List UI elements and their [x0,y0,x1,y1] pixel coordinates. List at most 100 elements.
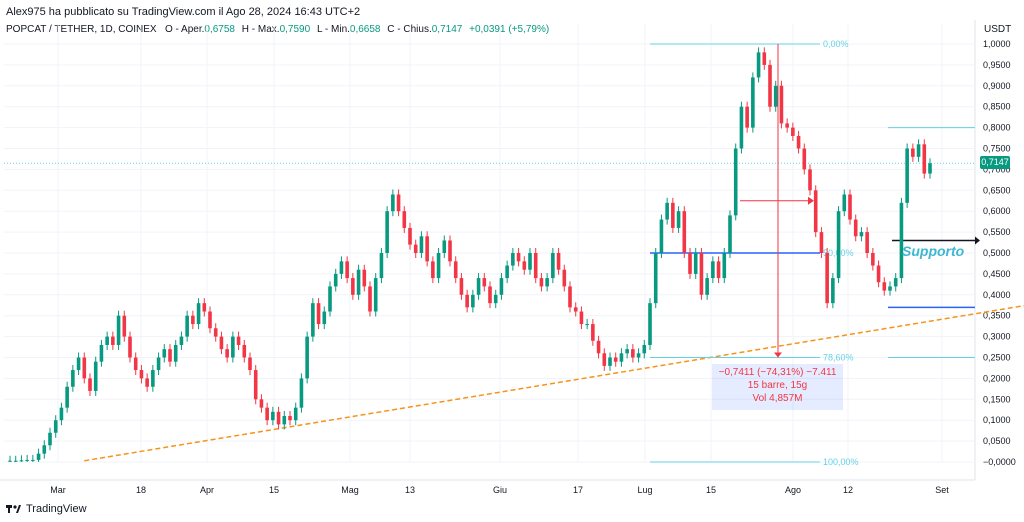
candle-body [911,148,915,157]
currency-label[interactable]: USDT [984,24,1012,35]
y-tick-label: 0,7000 [983,164,1011,174]
candle-body [339,261,344,274]
symbol-name[interactable]: POPCAT / TETHER, 1D, COINEX [6,24,157,35]
candle-body [202,303,207,312]
y-tick-label: 0,4000 [983,290,1011,300]
candle-body [768,64,772,107]
candle-body [379,253,384,279]
y-tick-label: 0,3000 [983,332,1011,342]
support-label: Supporto [902,243,965,259]
candle-body [505,265,509,279]
candle-body [511,253,515,266]
candle-body [133,357,138,371]
ascending-trendline [84,304,1024,462]
candle-body [756,52,761,78]
candle-body [53,420,58,433]
candle-body [499,278,504,295]
candle-body [373,278,378,312]
candle-body [585,324,589,326]
candle-body [413,244,418,253]
brand-footer[interactable]: TradingView [6,503,87,515]
candle-body [8,460,12,462]
candle-body [185,315,189,337]
candle-body [48,432,52,446]
candle-body [453,261,458,279]
x-tick-label: 12 [843,485,853,495]
candle-body [631,349,635,358]
candle-body [105,336,109,345]
candle-body [465,294,469,308]
candle-body [739,106,744,149]
measure-bars: 15 barre, 15g [747,380,808,391]
x-tick-label: Mar [50,485,66,495]
y-tick-label: 0,1000 [983,415,1011,425]
candle-body [19,460,24,462]
candle-body [333,273,338,287]
low-value: 0,6658 [349,24,381,35]
candle-body [396,194,401,212]
candle-body [825,253,829,304]
candle-body [625,349,629,354]
candle-body [619,353,624,362]
y-tick-label: 0,8500 [983,102,1011,112]
candle-body [116,315,121,345]
candle-body [705,278,709,295]
candle-body [111,336,115,345]
candle-body [888,286,892,291]
candle-body [179,336,184,345]
candle-body [682,211,687,253]
candle-body [385,211,389,253]
candle-body [728,215,732,253]
y-tick-label: 0,8000 [983,123,1011,133]
candle-body [459,278,464,295]
high-label: H - Max. [241,24,280,35]
candle-body [573,307,578,312]
candle-body [282,416,287,425]
candle-body [653,253,658,304]
candle-body [711,261,715,279]
candle-body [642,344,647,354]
candle-body [665,202,669,220]
candle-body [271,411,275,421]
candle-body [751,77,755,128]
candle-body [762,52,767,65]
candle-body [482,278,487,287]
candle-body [488,286,492,304]
candle-body [676,211,681,228]
candle-body [299,378,304,408]
y-tick-label: 1,0000 [983,39,1011,49]
candle-body [796,135,801,149]
candle-body [316,303,321,325]
tradingview-logo-icon [6,505,21,513]
candle-body [608,357,612,366]
candle-body [71,370,75,387]
candle-body [408,227,412,245]
candle-body [219,336,224,350]
x-tick-label: 18 [136,485,146,495]
candle-body [242,344,247,358]
candle-body [528,253,532,270]
candle-body [419,236,424,253]
x-tick-label: Lug [637,485,652,495]
candle-body [213,328,218,337]
candle-body [173,344,178,362]
x-tick-label: Giu [493,485,507,495]
candle-body [431,261,435,279]
candle-body [545,278,549,287]
candle-body [539,278,544,287]
low-label: L - Min. [316,24,350,35]
candle-body [248,357,252,371]
candle-body [859,232,864,237]
candle-body [356,269,361,295]
candle-body [322,311,327,325]
candle-body [876,265,881,283]
candle-body [253,370,258,400]
candle-body [311,303,315,337]
candle-body [733,148,738,216]
candle-body [916,144,921,157]
measure-volume: Vol 4,857M [752,393,803,404]
candle-body [276,411,281,425]
candle-body [893,278,898,287]
candle-body [842,194,847,212]
